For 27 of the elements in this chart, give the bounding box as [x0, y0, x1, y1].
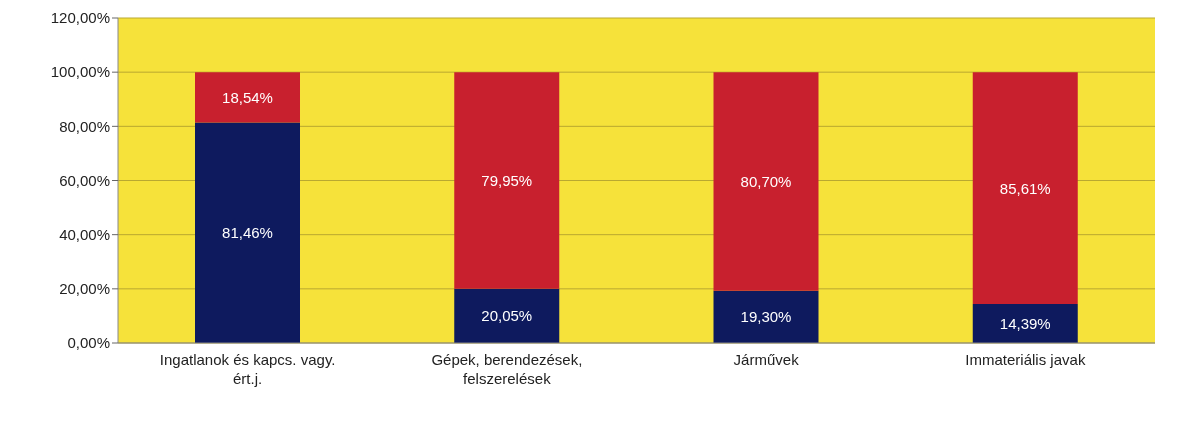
- data-label: 20,05%: [481, 307, 533, 325]
- bar: [195, 72, 300, 123]
- data-label: 14,39%: [999, 315, 1051, 333]
- data-label: 19,30%: [740, 308, 792, 326]
- x-tick-label: Járművek: [733, 351, 800, 368]
- y-tick-label: 120,00%: [50, 9, 110, 27]
- y-tick-label: 20,00%: [59, 280, 110, 298]
- bar: [713, 72, 819, 291]
- bar: [195, 122, 300, 343]
- x-tick-label: Ingatlanok és kapcs. vagy. ért.j.: [159, 351, 336, 387]
- x-tick-label: Immateriális javak: [965, 351, 1086, 368]
- bar: [454, 72, 560, 289]
- y-tick-label: 60,00%: [59, 171, 110, 189]
- data-label: 85,61%: [999, 179, 1051, 197]
- data-label: 80,70%: [740, 172, 792, 190]
- y-tick-label: 40,00%: [59, 225, 110, 243]
- y-tick-label: 0,00%: [67, 334, 110, 352]
- data-label: 81,46%: [222, 224, 273, 242]
- bar: [454, 288, 560, 343]
- y-tick-label: 80,00%: [59, 117, 110, 135]
- bar: [972, 72, 1078, 305]
- y-tick-label: 100,00%: [50, 63, 110, 81]
- bar: [972, 304, 1078, 343]
- bar: [713, 290, 819, 343]
- data-label: 18,54%: [222, 88, 273, 106]
- data-label: 79,95%: [481, 171, 533, 189]
- x-tick-label: Gépek, berendezések, felszerelések: [431, 351, 583, 387]
